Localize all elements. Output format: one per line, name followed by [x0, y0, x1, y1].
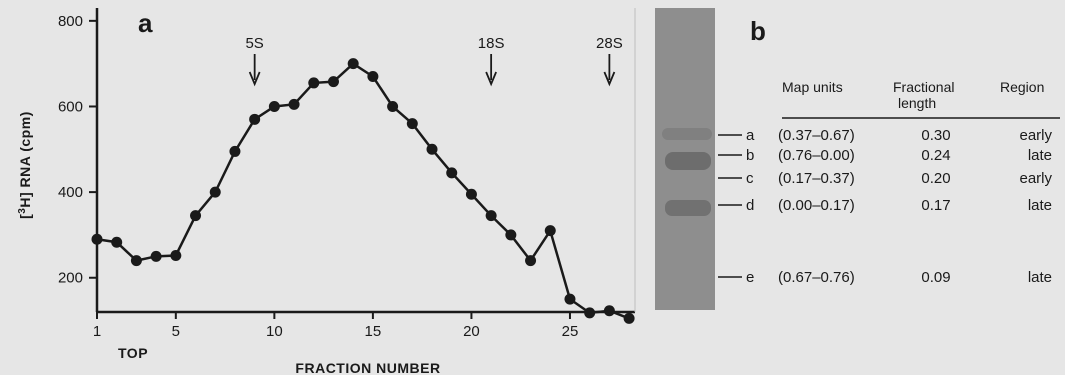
x-tick-label: 20 [463, 323, 480, 340]
y-tick-label: 600 [58, 98, 83, 115]
data-point [347, 58, 359, 70]
data-point [249, 113, 261, 125]
cell-fractional-length: 0.09 [921, 269, 950, 286]
data-point [150, 250, 162, 262]
data-point [465, 188, 477, 200]
table-row: e (0.67–0.76) 0.09 late [718, 269, 1052, 286]
x-tick-label: 5 [172, 323, 180, 340]
cell-fractional-length: 0.17 [921, 197, 950, 214]
data-point [564, 293, 576, 305]
cell-region: early [1019, 170, 1052, 187]
cell-region: late [1028, 147, 1052, 164]
data-point [111, 236, 123, 248]
y-tick-label: 200 [58, 270, 83, 287]
col-header-map-units: Map units [782, 79, 843, 95]
cell-map-units: (0.76–0.00) [778, 147, 855, 164]
y-axis-title: [3H] RNA (cpm) [17, 111, 33, 219]
x-tick-label: 15 [365, 323, 382, 340]
data-point [288, 98, 300, 110]
data-point [91, 233, 103, 245]
marker-label: 5S [245, 35, 263, 52]
band-label: e [746, 269, 754, 286]
series-points [91, 58, 635, 324]
data-point [229, 145, 241, 157]
marker-arrow-head [603, 71, 616, 87]
cell-map-units: (0.67–0.76) [778, 269, 855, 286]
table-row: c (0.17–0.37) 0.20 early [718, 170, 1052, 187]
data-point [268, 100, 280, 112]
data-point [603, 305, 615, 317]
data-point [327, 76, 339, 88]
marker-arrow-head [485, 71, 497, 87]
col-header-region: Region [1000, 79, 1044, 95]
y-tick-label: 800 [58, 13, 83, 30]
data-point [387, 100, 399, 112]
data-point [190, 210, 202, 222]
x-tick-label: 10 [266, 323, 283, 340]
data-point [485, 210, 497, 222]
col-header-fractional-length: Fractional length [893, 79, 954, 111]
gel-band [665, 200, 711, 216]
table-row: b (0.76–0.00) 0.24 late [718, 147, 1052, 164]
x-axis-title: FRACTION NUMBER [295, 360, 440, 375]
marker-label: 28S [596, 35, 623, 52]
cell-fractional-length: 0.20 [921, 170, 950, 187]
data-point [544, 225, 556, 237]
cell-region: late [1028, 269, 1052, 286]
marker-18s: 18S [478, 35, 505, 87]
band-label: a [746, 127, 755, 144]
x-tick-label: 1 [93, 323, 101, 340]
data-point [525, 255, 537, 267]
band-label: c [746, 170, 754, 187]
data-point [584, 307, 596, 319]
data-point [130, 255, 142, 267]
cell-map-units: (0.00–0.17) [778, 197, 855, 214]
marker-label: 18S [478, 35, 505, 52]
panel-b-label: b [750, 16, 766, 46]
data-point [505, 229, 517, 241]
data-point [406, 118, 418, 130]
x-top-label: TOP [118, 345, 148, 361]
y-ticks: 200 400 600 800 [58, 13, 97, 287]
cell-map-units: (0.17–0.37) [778, 170, 855, 187]
cell-fractional-length: 0.30 [921, 127, 950, 144]
series-line [96, 62, 630, 320]
x-ticks: 1 5 10 15 20 25 [93, 312, 578, 340]
table-row: d (0.00–0.17) 0.17 late [718, 197, 1052, 214]
marker-5s: 5S [245, 35, 264, 87]
cell-region: late [1028, 197, 1052, 214]
marker-arrow-head [248, 71, 261, 87]
band-label: d [746, 197, 754, 214]
table-rows: a (0.37–0.67) 0.30 early b (0.76–0.00) 0.24 lat… [718, 127, 1052, 286]
data-point [426, 143, 438, 155]
data-point [209, 186, 221, 198]
sedimentation-markers: 5S 18S 28S [245, 35, 623, 87]
panel-b-gel-table: b Map units Fractional length Region a (0.… [655, 8, 1060, 310]
panel-a-label: a [138, 8, 153, 38]
data-point [623, 312, 635, 324]
marker-28s: 28S [596, 35, 623, 87]
table-row: a (0.37–0.67) 0.30 early [718, 127, 1052, 144]
data-point [446, 167, 458, 179]
data-point [308, 77, 320, 89]
cell-fractional-length: 0.24 [921, 147, 950, 164]
cell-map-units: (0.37–0.67) [778, 127, 855, 144]
x-tick-label: 25 [562, 323, 579, 340]
data-point [170, 249, 182, 261]
cell-region: early [1019, 127, 1052, 144]
band-label: b [746, 147, 754, 164]
y-tick-label: 400 [58, 184, 83, 201]
gel-band [662, 128, 712, 140]
gel-band [665, 152, 711, 170]
data-point [367, 71, 379, 83]
